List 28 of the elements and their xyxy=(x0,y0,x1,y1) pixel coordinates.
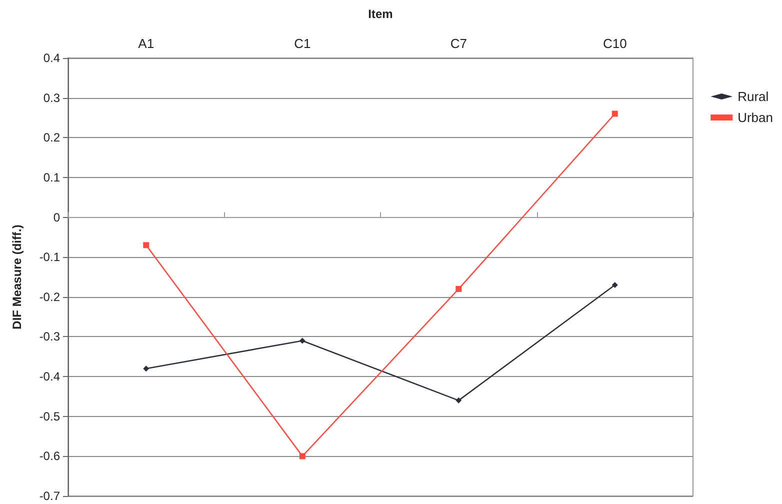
point xyxy=(612,282,618,288)
y-tick-label: -0.2 xyxy=(39,290,60,304)
y-tick-label: 0.2 xyxy=(43,130,60,145)
y-tick-label: -0.3 xyxy=(39,330,60,344)
point xyxy=(456,397,462,404)
y-tick-label: 0.4 xyxy=(43,51,60,65)
y-tick-label: -0.7 xyxy=(39,489,60,503)
point xyxy=(143,242,150,248)
x-tick-label: C7 xyxy=(450,36,467,51)
y-tick-label: -0.4 xyxy=(39,370,60,384)
y-tick-label: -0.5 xyxy=(39,409,60,424)
point xyxy=(456,286,462,292)
x-tick-label: C1 xyxy=(294,36,311,51)
y-tick-label: -0.6 xyxy=(39,449,60,464)
y-tick-label: 0 xyxy=(53,210,60,224)
y-axis-title: DIF Measure (diff.) xyxy=(10,224,24,330)
point xyxy=(612,110,618,117)
x-axis-title: Item xyxy=(368,7,393,21)
legend-label: Urban xyxy=(738,110,774,125)
x-tick-label: A1 xyxy=(138,36,154,51)
y-tick-label: -0.1 xyxy=(39,250,60,264)
legend-label: Rural xyxy=(738,89,769,104)
y-tick-label: 0.3 xyxy=(43,90,60,105)
point xyxy=(299,453,306,460)
point xyxy=(299,338,306,344)
point xyxy=(143,366,150,372)
x-tick-label: C10 xyxy=(602,36,627,51)
y-tick-label: 0.1 xyxy=(43,170,60,184)
